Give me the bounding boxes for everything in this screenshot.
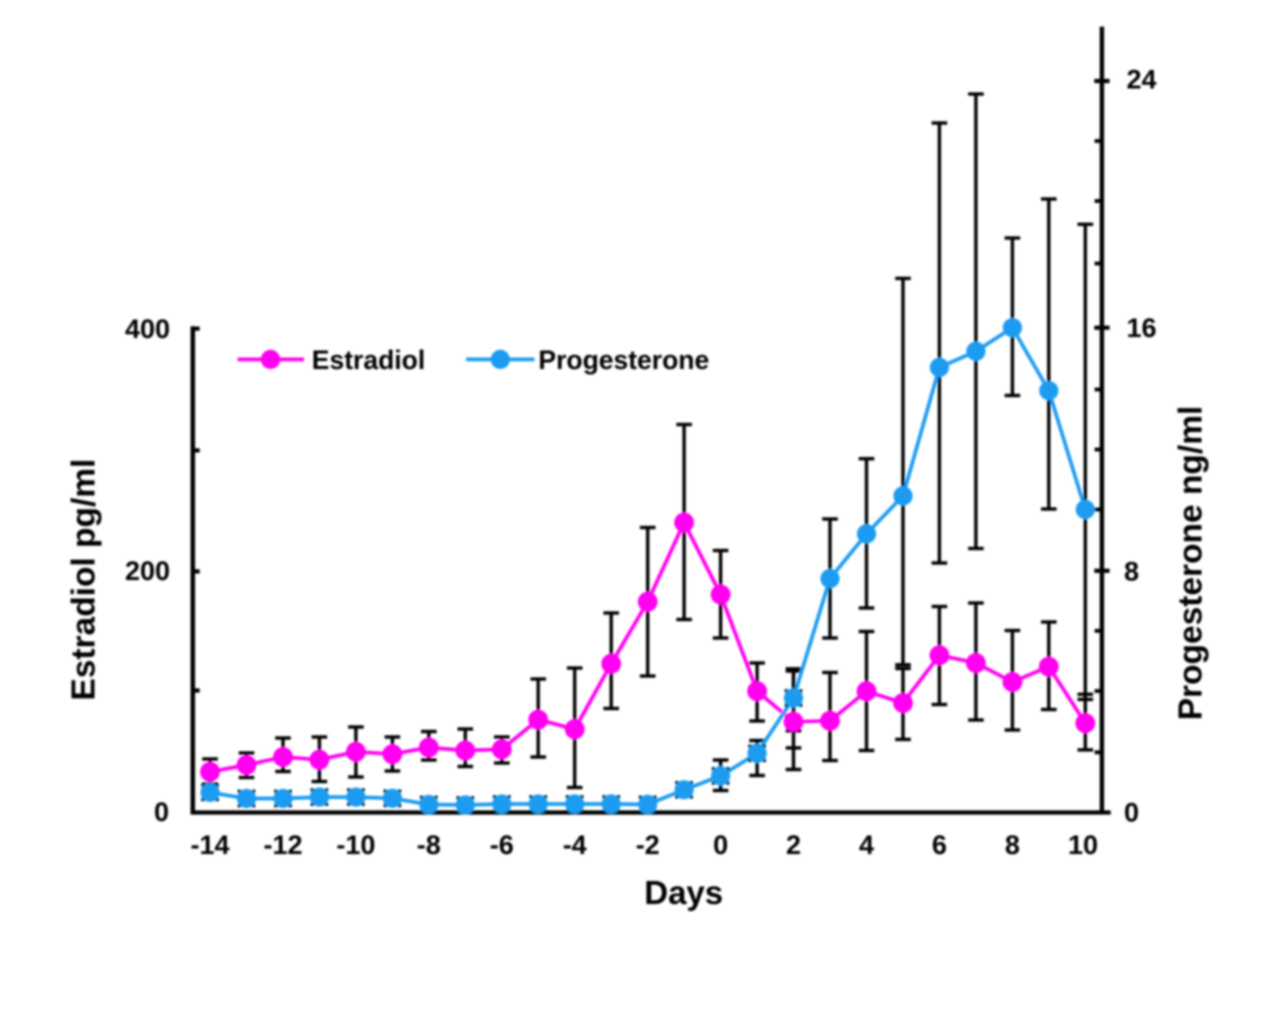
svg-text:24: 24	[1127, 64, 1157, 94]
svg-text:Days: Days	[644, 874, 723, 911]
svg-text:0: 0	[1124, 797, 1139, 827]
svg-text:-12: -12	[263, 830, 302, 860]
svg-text:8: 8	[1124, 557, 1139, 587]
svg-text:400: 400	[125, 314, 170, 344]
svg-text:-6: -6	[490, 830, 514, 860]
svg-text:-10: -10	[336, 830, 375, 860]
svg-text:2: 2	[786, 830, 801, 860]
svg-text:4: 4	[859, 830, 874, 860]
svg-text:-14: -14	[190, 830, 229, 860]
svg-text:-4: -4	[563, 830, 587, 860]
svg-text:200: 200	[125, 556, 170, 586]
svg-text:Estradiol pg/ml: Estradiol pg/ml	[66, 459, 103, 701]
svg-text:16: 16	[1127, 313, 1157, 343]
svg-text:10: 10	[1068, 830, 1098, 860]
svg-text:Progesterone: Progesterone	[538, 345, 709, 375]
svg-text:0: 0	[713, 830, 728, 860]
svg-text:Estradiol: Estradiol	[312, 345, 425, 375]
svg-text:-8: -8	[417, 830, 441, 860]
svg-text:Progesterone ng/ml: Progesterone ng/ml	[1173, 406, 1210, 721]
svg-text:8: 8	[1005, 830, 1020, 860]
svg-text:0: 0	[154, 797, 169, 827]
svg-text:6: 6	[932, 830, 947, 860]
svg-text:-2: -2	[636, 830, 660, 860]
